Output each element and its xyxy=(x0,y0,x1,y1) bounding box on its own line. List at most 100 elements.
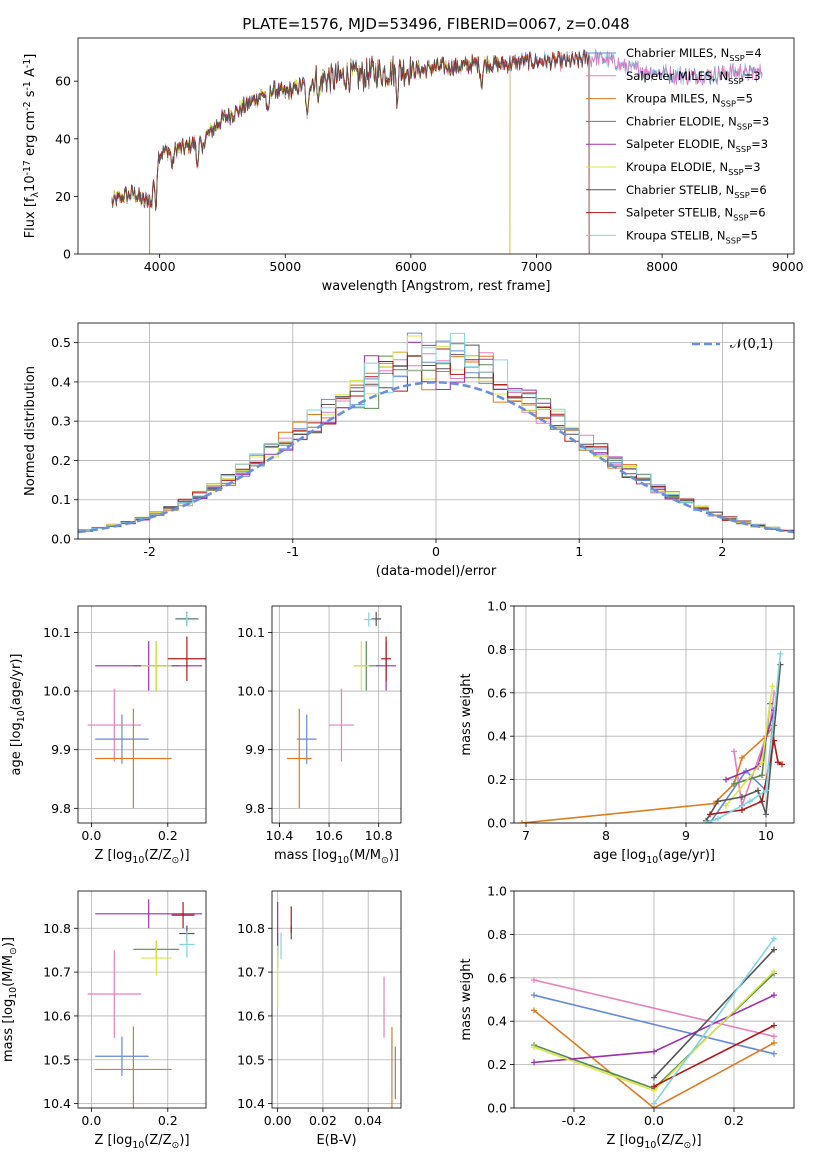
age_vs_mass-axes: 10.4 10.6 10.8 9.8 9.9 10.0 10.1 mass [log10(M/… xyxy=(237,605,402,866)
mass_vs_Z-plot xyxy=(87,899,203,1108)
x-tick-label: 6000 xyxy=(395,259,427,274)
weight-line xyxy=(725,709,775,781)
weight-line xyxy=(653,938,775,1105)
label-part: Kroupa ELODIE, N xyxy=(626,160,728,174)
x-tick-label: 9000 xyxy=(772,259,804,274)
x-tick-label: 2 xyxy=(718,544,726,559)
y-tick-label: 9.9 xyxy=(51,742,71,757)
x-tick-label: 0.00 xyxy=(264,1113,292,1128)
label-part: (age/yr)] xyxy=(9,654,24,711)
axes-frame xyxy=(77,605,207,824)
weight-point xyxy=(775,759,781,766)
axes-frame xyxy=(271,890,402,1109)
label-part: mass weight xyxy=(459,958,474,1040)
y-tick-label: 0.3 xyxy=(51,414,71,429)
label-part: (Z/Z xyxy=(656,1133,683,1148)
x-tick-label: 0.04 xyxy=(354,1113,382,1128)
spectrum-plot xyxy=(111,48,763,254)
y-tick-label: 0.2 xyxy=(487,772,507,787)
label-part: (Z/Z xyxy=(144,848,171,863)
label-part: (age/yr)] xyxy=(658,848,715,863)
weight-point xyxy=(723,776,729,783)
axes-frame xyxy=(77,322,795,540)
y-tick-label: 0 xyxy=(63,247,71,262)
label-part: Chabrier STELIB, N xyxy=(626,183,734,197)
y-tick-label: 9.8 xyxy=(51,801,71,816)
weight-line xyxy=(653,1024,775,1088)
spectrum-axes: 4000 5000 6000 7000 8000 9000 0 20 40 60 wavelengt… xyxy=(22,37,804,294)
x-tick-label: -0.2 xyxy=(562,1113,586,1128)
weight-point xyxy=(771,935,777,942)
label-part: )] xyxy=(179,848,189,863)
y-tick-label: 10.8 xyxy=(43,921,71,936)
label-part: =6 xyxy=(749,206,766,220)
label-part: SSP xyxy=(736,144,751,154)
x-axis-label: age [log10(age/yr)] xyxy=(593,848,715,866)
residuals-axes: -2 -1 0 1 2 0.0 0.1 0.2 0.3 0.4 0.5 (data-model)/er… xyxy=(23,322,795,579)
label-part: =5 xyxy=(736,92,753,106)
label-part: SSP xyxy=(737,121,752,131)
weight-point xyxy=(723,802,729,809)
y-tick-label: 0.8 xyxy=(487,927,507,942)
legend-label: Salpeter ELODIE, NSSP=3 xyxy=(626,137,768,154)
label-part: =3 xyxy=(751,137,768,151)
label-part: wavelength [Angstrom, rest frame] xyxy=(322,279,551,294)
label-part: SSP xyxy=(728,167,743,177)
x-axis-label: Z [log10(Z/Z⊙)] xyxy=(94,1133,189,1151)
y-axis-label: mass [log10(M/M⊙)] xyxy=(1,937,19,1062)
x-tick-label: 0.02 xyxy=(309,1113,337,1128)
weight_vs_Z-axes: -0.2 0.0 0.2 0.0 0.2 0.4 0.6 0.8 1.0 Z [log10(Z/Z… xyxy=(459,884,795,1151)
label-part: 10 xyxy=(23,175,38,192)
y-tick-label: 10.5 xyxy=(43,1052,71,1067)
label-part: s xyxy=(23,90,38,101)
label-part: age [log xyxy=(593,848,646,863)
weight-point xyxy=(771,992,777,999)
weight-point xyxy=(739,754,745,761)
x-tick-label: 0.0 xyxy=(81,1113,101,1128)
weight-point xyxy=(531,1059,537,1066)
x-axis-label: mass [log10(M/M⊙)] xyxy=(274,848,399,866)
x-tick-label: 10.4 xyxy=(266,828,294,843)
label-part: Chabrier MILES, N xyxy=(626,46,729,60)
label-part: (M/M xyxy=(1,955,16,987)
age_vs_Z-axes: 0.0 0.29.89.910.010.1Z [log10(Z/Z⊙)]age [… xyxy=(9,605,207,866)
label-part: 10 xyxy=(8,987,19,999)
y-tick-label: 10.6 xyxy=(43,1008,71,1023)
y-tick-label: 40 xyxy=(55,131,71,146)
x-tick-label: 5000 xyxy=(269,259,301,274)
y-tick-label: 10.7 xyxy=(237,965,265,980)
legend-label: Salpeter STELIB, NSSP=6 xyxy=(626,206,766,223)
label-part: Z [log xyxy=(94,848,132,863)
age_vs_Z-plot xyxy=(87,611,206,809)
weight-point xyxy=(763,787,769,794)
y-tick-label: 10.1 xyxy=(237,625,265,640)
label-part: A xyxy=(23,68,38,81)
x-tick-label: -1 xyxy=(287,544,299,559)
weight_vs_Z-plot xyxy=(531,935,777,1108)
label-part: age [log xyxy=(9,722,24,775)
weight-point xyxy=(531,1007,537,1014)
label-part: )] xyxy=(691,1133,701,1148)
y-tick-label: 20 xyxy=(55,189,71,204)
label-part: (Z/Z xyxy=(144,1133,171,1148)
normal-curve xyxy=(78,380,794,534)
weight-point xyxy=(755,787,761,794)
age_vs_mass-plot xyxy=(286,611,397,809)
y-tick-label: 0.0 xyxy=(487,816,507,831)
label-part: Kroupa STELIB, N xyxy=(626,228,726,242)
y-tick-label: 60 xyxy=(55,74,71,89)
label-part: -17 xyxy=(22,160,33,175)
weight-point xyxy=(747,798,753,805)
label-part: -1 xyxy=(22,59,33,68)
legend-label: Chabrier ELODIE, NSSP=3 xyxy=(626,114,769,131)
weight-point xyxy=(739,806,745,813)
y-tick-label: 9.8 xyxy=(245,801,265,816)
weight-line xyxy=(533,994,775,1055)
label-part: -2 xyxy=(22,101,33,110)
label-part: ⊙ xyxy=(8,947,19,955)
x-tick-label: 0.0 xyxy=(644,1113,664,1128)
x-tick-label: 0.2 xyxy=(158,1113,178,1128)
y-tick-label: 0.6 xyxy=(487,685,507,700)
x-axis-label: Z [log10(Z/Z⊙)] xyxy=(94,848,189,866)
